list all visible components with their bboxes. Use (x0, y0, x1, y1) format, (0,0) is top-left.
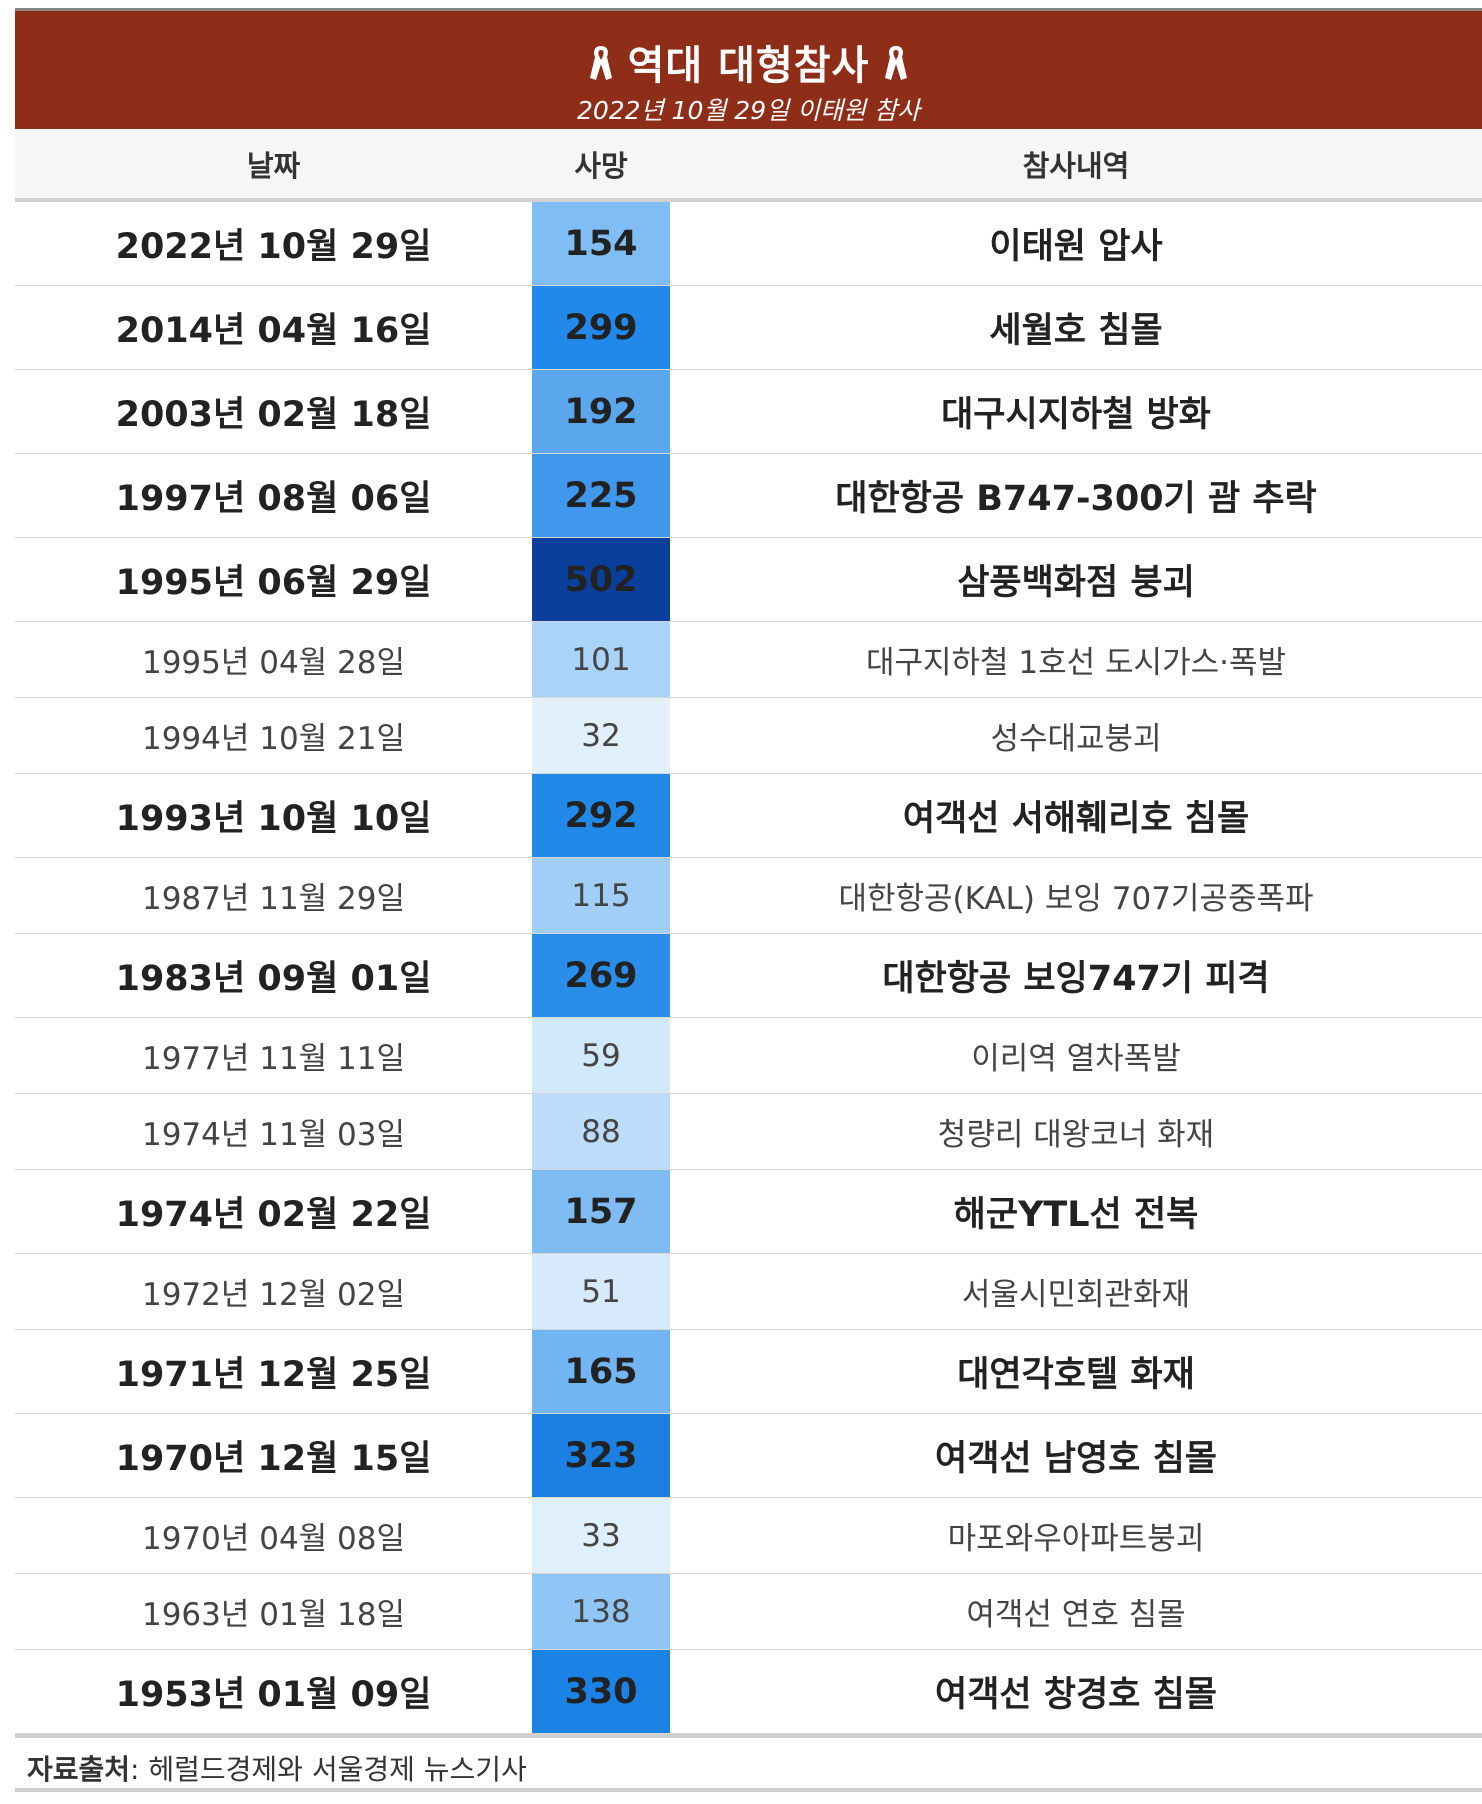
row-deaths: 323 (532, 1414, 670, 1497)
column-headers: 날짜 사망 참사내역 (15, 129, 1482, 202)
row-description: 세월호 침몰 (989, 311, 1163, 351)
table-row: 1974년 02월 22일 157 해군YTL선 전복 (15, 1170, 1482, 1254)
row-deaths: 32 (532, 698, 670, 773)
row-description: 여객선 연호 침몰 (966, 1597, 1186, 1633)
row-date: 1977년 11월 11일 (141, 1041, 406, 1077)
table-header: 역대 대형참사 2022년 10월 29일 이태원 참사 (15, 8, 1482, 129)
row-deaths: 299 (532, 286, 670, 369)
table-body: 2022년 10월 29일 154 이태원 압사 2014년 04월 16일 299 세월… (15, 202, 1482, 1734)
row-deaths: 51 (532, 1254, 670, 1329)
ribbon-icon (883, 44, 909, 92)
row-deaths: 292 (532, 774, 670, 857)
table-row: 1963년 01월 18일 138 여객선 연호 침몰 (15, 1574, 1482, 1650)
table-row: 1997년 08월 06일 225 대한항공 B747-300기 괌 추락 (15, 454, 1482, 538)
table-row: 1995년 06월 29일 502 삼풍백화점 붕괴 (15, 538, 1482, 622)
table-row: 2022년 10월 29일 154 이태원 압사 (15, 202, 1482, 286)
row-description: 대구지하철 1호선 도시가스·폭발 (865, 645, 1287, 681)
row-deaths: 59 (532, 1018, 670, 1093)
table-row: 1995년 04월 28일 101 대구지하철 1호선 도시가스·폭발 (15, 622, 1482, 698)
row-description: 여객선 서해훼리호 침몰 (902, 799, 1250, 839)
row-date: 1972년 12월 02일 (141, 1277, 406, 1313)
source-label: 자료출처 (27, 1753, 131, 1786)
table-row: 2003년 02월 18일 192 대구시지하철 방화 (15, 370, 1482, 454)
source-footer: 자료출처: 헤럴드경제와 서울경제 뉴스기사 (15, 1734, 1482, 1792)
table-row: 1953년 01월 09일 330 여객선 창경호 침몰 (15, 1650, 1482, 1734)
row-description: 서울시민회관화재 (961, 1277, 1191, 1313)
row-description: 청량리 대왕코너 화재 (937, 1117, 1215, 1153)
row-date: 1995년 06월 29일 (115, 563, 432, 603)
row-date: 1974년 11월 03일 (141, 1117, 406, 1153)
table-row: 1987년 11월 29일 115 대한항공(KAL) 보잉 707기공중폭파 (15, 858, 1482, 934)
row-date: 1983년 09월 01일 (115, 959, 432, 999)
row-description: 이태원 압사 (989, 227, 1163, 267)
table-row: 1994년 10월 21일 32 성수대교붕괴 (15, 698, 1482, 774)
row-date: 1997년 08월 06일 (115, 479, 432, 519)
row-date: 1995년 04월 28일 (141, 645, 406, 681)
row-deaths: 115 (532, 858, 670, 933)
row-description: 마포와우아파트붕괴 (947, 1521, 1205, 1557)
row-date: 1994년 10월 21일 (141, 721, 406, 757)
page-title: 역대 대형참사 (15, 33, 1482, 92)
row-deaths: 269 (532, 934, 670, 1017)
row-date: 1970년 04월 08일 (141, 1521, 406, 1557)
row-deaths: 157 (532, 1170, 670, 1253)
row-deaths: 33 (532, 1498, 670, 1573)
row-description: 해군YTL선 전복 (953, 1195, 1199, 1235)
row-description: 이리역 열차폭발 (971, 1041, 1181, 1077)
row-date: 1987년 11월 29일 (141, 881, 406, 917)
row-date: 2003년 02월 18일 (115, 395, 432, 435)
row-deaths: 88 (532, 1094, 670, 1169)
row-date: 1971년 12월 25일 (115, 1355, 432, 1395)
row-date: 1974년 02월 22일 (115, 1195, 432, 1235)
subtitle: 2022년 10월 29일 이태원 참사 (576, 96, 921, 125)
row-deaths: 502 (532, 538, 670, 621)
row-description: 여객선 창경호 침몰 (935, 1675, 1217, 1715)
table-row: 1970년 04월 08일 33 마포와우아파트붕괴 (15, 1498, 1482, 1574)
row-date: 2014년 04월 16일 (115, 311, 432, 351)
disaster-table: 역대 대형참사 2022년 10월 29일 이태원 참사 날짜 사망 참사내역 … (15, 8, 1482, 1792)
table-row: 1983년 09월 01일 269 대한항공 보잉747기 피격 (15, 934, 1482, 1018)
row-date: 1993년 10월 10일 (115, 799, 432, 839)
row-deaths: 330 (532, 1650, 670, 1733)
ribbon-icon (588, 44, 614, 92)
column-header-description: 참사내역 (1022, 149, 1130, 183)
table-row: 1977년 11월 11일 59 이리역 열차폭발 (15, 1018, 1482, 1094)
row-description: 대한항공 B747-300기 괌 추락 (835, 479, 1317, 519)
column-header-date: 날짜 (246, 149, 301, 183)
table-row: 1972년 12월 02일 51 서울시민회관화재 (15, 1254, 1482, 1330)
row-deaths: 101 (532, 622, 670, 697)
row-deaths: 154 (532, 202, 670, 285)
table-row: 1971년 12월 25일 165 대연각호텔 화재 (15, 1330, 1482, 1414)
table-row: 1970년 12월 15일 323 여객선 남영호 침몰 (15, 1414, 1482, 1498)
title-text: 역대 대형참사 (627, 43, 870, 89)
table-row: 1993년 10월 10일 292 여객선 서해훼리호 침몰 (15, 774, 1482, 858)
table-row: 1974년 11월 03일 88 청량리 대왕코너 화재 (15, 1094, 1482, 1170)
row-description: 성수대교붕괴 (990, 721, 1162, 757)
row-description: 대구시지하철 방화 (941, 395, 1211, 435)
row-deaths: 225 (532, 454, 670, 537)
row-date: 1970년 12월 15일 (115, 1439, 432, 1479)
row-description: 삼풍백화점 붕괴 (957, 563, 1195, 603)
row-description: 대한항공 보잉747기 피격 (882, 959, 1270, 999)
row-date: 1963년 01월 18일 (141, 1597, 406, 1633)
row-date: 1953년 01월 09일 (115, 1675, 432, 1715)
table-row: 2014년 04월 16일 299 세월호 침몰 (15, 286, 1482, 370)
row-deaths: 138 (532, 1574, 670, 1649)
row-description: 여객선 남영호 침몰 (935, 1439, 1217, 1479)
row-deaths: 165 (532, 1330, 670, 1413)
column-header-deaths: 사망 (574, 149, 628, 183)
source-text: : 헤럴드경제와 서울경제 뉴스기사 (130, 1753, 527, 1786)
row-date: 2022년 10월 29일 (115, 227, 432, 267)
row-description: 대연각호텔 화재 (957, 1355, 1195, 1395)
row-description: 대한항공(KAL) 보잉 707기공중폭파 (838, 881, 1314, 917)
row-deaths: 192 (532, 370, 670, 453)
